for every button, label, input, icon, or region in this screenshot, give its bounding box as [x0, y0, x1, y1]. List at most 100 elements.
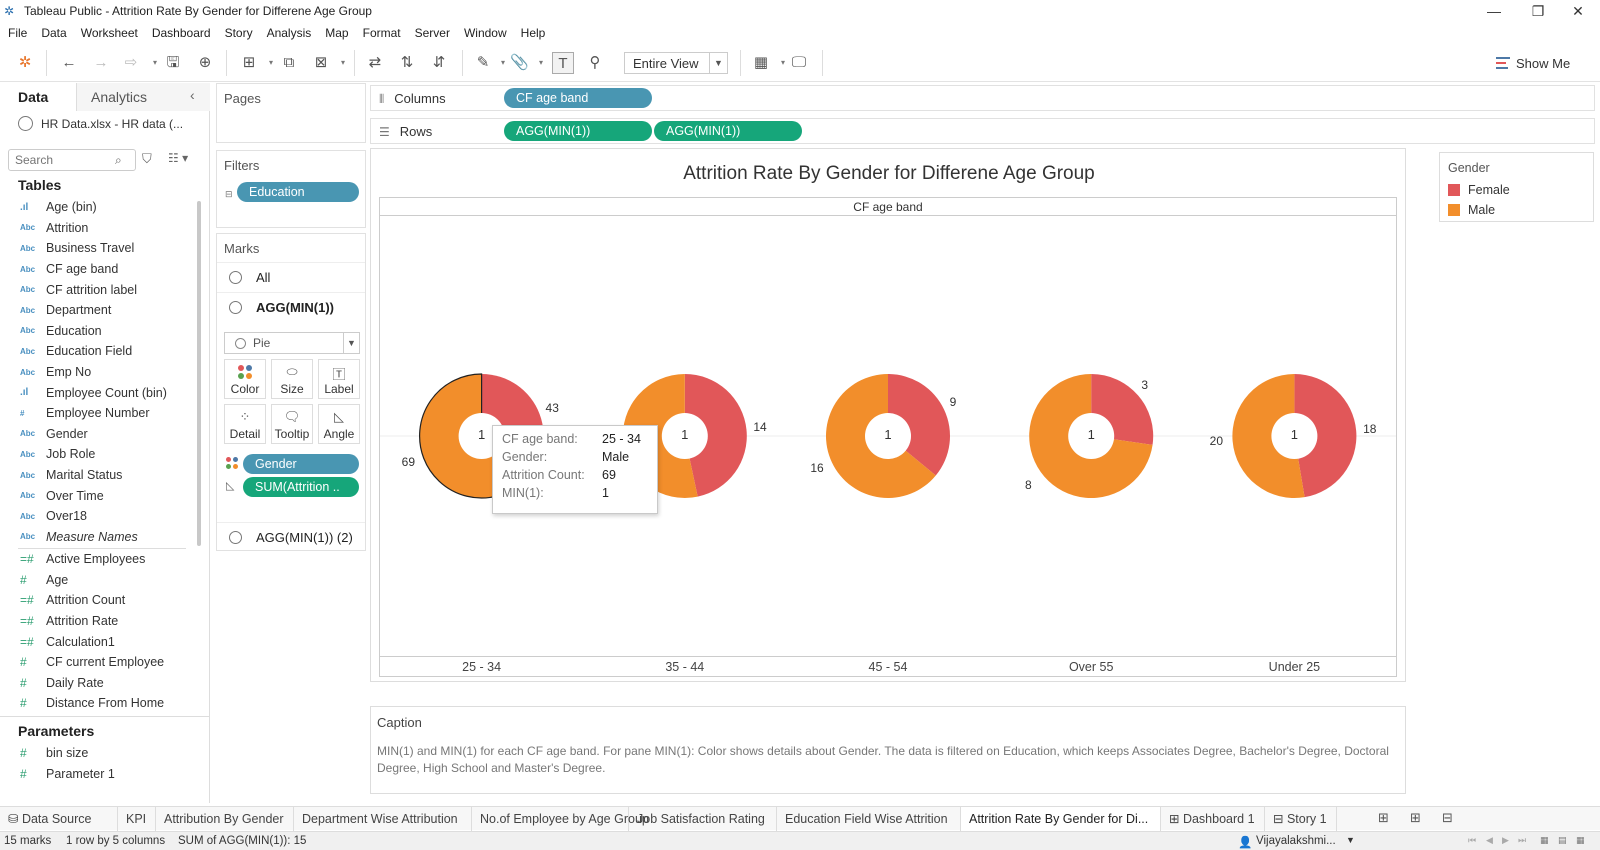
replay-icon[interactable]: ⇨	[124, 54, 138, 71]
menu-analysis[interactable]: Analysis	[266, 26, 312, 40]
columns-shelf[interactable]: ⦀ Columns CF age band	[370, 85, 1595, 111]
sort-ascending-icon[interactable]: ⇅	[400, 54, 414, 71]
tableau-home-icon[interactable]: ✲	[18, 54, 32, 71]
measure-field[interactable]: =# Calculation1	[0, 631, 196, 652]
pie-slice-female-4[interactable]	[1294, 374, 1357, 498]
user-dropdown-icon[interactable]: ▼	[1346, 835, 1355, 845]
menu-window[interactable]: Window	[463, 26, 507, 40]
undo-icon[interactable]: ←	[61, 54, 77, 71]
measure-field[interactable]: # Distance From Home	[0, 693, 196, 714]
close-button[interactable]: ✕	[1572, 3, 1584, 19]
legend-item-male[interactable]: Male	[1448, 203, 1495, 217]
marks-all-row[interactable]: All	[217, 262, 365, 292]
rows-pill-min-1[interactable]: AGG(MIN(1))	[504, 121, 652, 141]
label-button[interactable]: 🅃 Label	[318, 359, 360, 399]
filter-pill-education[interactable]: Education	[237, 182, 359, 202]
measure-field[interactable]: # CF current Employee	[0, 652, 196, 673]
parameter-field[interactable]: # bin size	[0, 743, 196, 764]
status-user[interactable]: Vijayalakshmi...	[1256, 835, 1336, 847]
dimension-field[interactable]: Abc Business Travel	[0, 238, 196, 259]
data-pane-scrollbar[interactable]	[197, 201, 201, 546]
dimension-field[interactable]: Abc Emp No	[0, 362, 196, 383]
new-datasource-icon[interactable]: ⊕	[198, 54, 212, 71]
sort-descending-icon[interactable]: ⇵	[432, 54, 446, 71]
detail-button[interactable]: ⁘ Detail	[224, 404, 266, 444]
clear-sheet-icon[interactable]: ⊠	[314, 54, 328, 71]
new-worksheet-icon[interactable]: ⊞	[242, 54, 256, 71]
minimize-button[interactable]: —	[1487, 3, 1501, 19]
filmstrip-icon[interactable]: ▦	[1540, 835, 1549, 845]
sheet-tab[interactable]: No.of Employee by Age Group	[472, 807, 649, 831]
presentation-mode-icon[interactable]: 🖵	[791, 54, 807, 71]
mark-type-dropdown[interactable]: Pie ▼	[224, 332, 360, 354]
highlight-icon[interactable]: ✎	[476, 54, 490, 71]
menu-dashboard[interactable]: Dashboard	[151, 26, 211, 40]
measure-field[interactable]: # Age	[0, 570, 196, 591]
dimension-field[interactable]: Abc Department	[0, 300, 196, 321]
size-button[interactable]: ⬭ Size	[271, 359, 313, 399]
menu-worksheet[interactable]: Worksheet	[80, 26, 138, 40]
sheet-tab[interactable]: Education Field Wise Attrition	[777, 807, 961, 831]
menu-story[interactable]: Story	[224, 26, 253, 40]
filters-card[interactable]: Filters ⊟ Education	[216, 150, 366, 228]
highlight-dropdown-icon[interactable]: ▾	[500, 58, 505, 67]
menu-map[interactable]: Map	[325, 26, 349, 40]
dimension-field[interactable]: Abc Measure Names	[0, 527, 196, 548]
legend-item-female[interactable]: Female	[1448, 183, 1510, 197]
save-icon[interactable]: 🖫	[166, 54, 180, 71]
menu-format[interactable]: Format	[362, 26, 401, 40]
sheet-tab[interactable]: Department Wise Attribution	[294, 807, 472, 831]
sheet-sorter-icon[interactable]: ▦	[1576, 835, 1585, 845]
search-input[interactable]	[15, 153, 115, 167]
dimension-field[interactable]: Abc Gender	[0, 424, 196, 445]
dimension-field[interactable]: Abc Job Role	[0, 444, 196, 465]
pages-card[interactable]: Pages	[216, 83, 366, 143]
sheet-tab[interactable]: ⊟ Story 1	[1265, 807, 1337, 831]
maximize-button[interactable]: ❐	[1531, 3, 1545, 19]
swap-rows-columns-icon[interactable]: ⇄	[368, 54, 382, 71]
color-button[interactable]: Color	[224, 359, 266, 399]
show-me-button[interactable]: Show Me	[1496, 52, 1570, 74]
pie-chart-svg[interactable]	[380, 217, 1396, 656]
dimension-field[interactable]: # Employee Number	[0, 403, 196, 424]
collapse-pane-icon[interactable]: ‹	[190, 87, 195, 103]
sheet-tab[interactable]: KPI	[118, 807, 156, 831]
rows-pill-min-2[interactable]: AGG(MIN(1))	[654, 121, 802, 141]
show-cards-dropdown-icon[interactable]: ▾	[780, 58, 785, 67]
menu-server[interactable]: Server	[414, 26, 450, 40]
rows-shelf[interactable]: ☰ Rows AGG(MIN(1)) AGG(MIN(1))	[370, 118, 1595, 144]
duplicate-sheet-icon[interactable]: ⧉	[283, 54, 295, 71]
parameter-field[interactable]: # Parameter 1	[0, 764, 196, 785]
fix-axes-icon[interactable]: ⚲	[589, 54, 601, 71]
menu-help[interactable]: Help	[520, 26, 546, 40]
pie-slice-male-4[interactable]	[1232, 374, 1305, 498]
prev-sheet-icon[interactable]: ◀	[1486, 835, 1493, 845]
measure-field[interactable]: =# Active Employees	[0, 549, 196, 570]
show-mark-labels-icon[interactable]: T	[552, 52, 574, 74]
menu-file[interactable]: File	[8, 26, 28, 40]
sheet-tab[interactable]: ⊞ Dashboard 1	[1161, 807, 1265, 831]
marks-current-row[interactable]: AGG(MIN(1))	[217, 292, 365, 322]
replay-dropdown-icon[interactable]: ▾	[152, 58, 157, 67]
tab-analytics[interactable]: Analytics	[76, 83, 210, 111]
pie-slice-female-1[interactable]	[684, 374, 747, 497]
search-box[interactable]: ⌕	[8, 149, 136, 171]
dimension-field[interactable]: Abc Education Field	[0, 341, 196, 362]
dimension-field[interactable]: Abc Over Time	[0, 485, 196, 506]
group-dropdown-icon[interactable]: ▾	[538, 58, 543, 67]
sheet-tab[interactable]: Job Satisfaction Rating	[629, 807, 777, 831]
columns-pill-age-band[interactable]: CF age band	[504, 88, 652, 108]
pie-slice-female-2[interactable]	[888, 374, 950, 476]
new-worksheet-tab-icon[interactable]: ⊞	[1378, 810, 1389, 825]
show-cards-icon[interactable]: ▦	[753, 54, 769, 71]
sheet-tab[interactable]: Attribution By Gender	[156, 807, 294, 831]
dimension-field[interactable]: .ıl Age (bin)	[0, 197, 196, 218]
dimension-field[interactable]: Abc Attrition	[0, 218, 196, 239]
redo-icon[interactable]: →	[93, 54, 109, 71]
datasource-item[interactable]: HR Data.xlsx - HR data (...	[18, 116, 183, 131]
dimension-field[interactable]: .ıl Employee Count (bin)	[0, 382, 196, 403]
menu-data[interactable]: Data	[41, 26, 67, 40]
tooltip-button[interactable]: 🗨 Tooltip	[271, 404, 313, 444]
measure-field[interactable]: =# Attrition Count	[0, 590, 196, 611]
first-sheet-icon[interactable]: ⏮	[1468, 835, 1477, 845]
